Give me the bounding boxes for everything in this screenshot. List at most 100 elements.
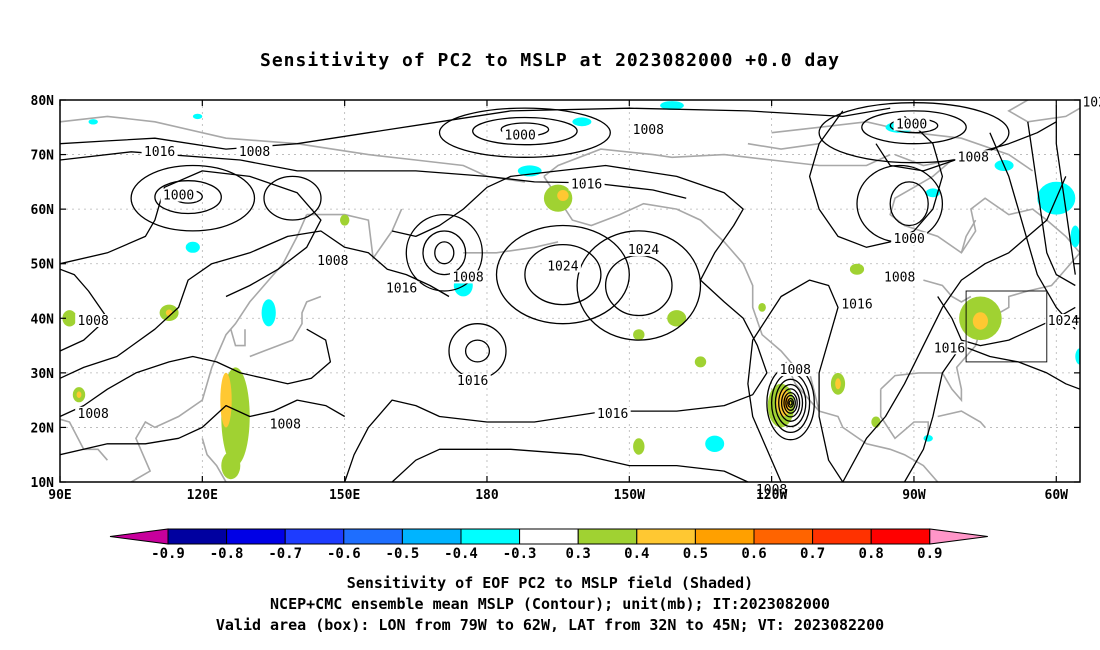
colorbar-label: 0.9	[917, 546, 942, 562]
sensitivity-patch	[660, 101, 684, 110]
isobar	[422, 230, 467, 276]
isobar-label-bg	[893, 117, 930, 131]
isobar-label-bg	[1045, 314, 1082, 327]
colorbar-label: 0.4	[624, 546, 649, 562]
isobar-label-bg	[1080, 95, 1100, 109]
valid-area-box	[965, 290, 1048, 363]
lat-label: 40N	[31, 312, 55, 327]
coastline-segment	[960, 219, 977, 254]
isobar-label: 1000	[505, 129, 536, 144]
colorbar-segment	[753, 528, 814, 545]
isobar-label: 1008	[756, 483, 787, 498]
isobar-label: 1008	[78, 314, 109, 329]
isobar-label: 1016	[841, 298, 872, 313]
colorbar-label: -0.5	[386, 546, 420, 562]
lon-label: 90W	[902, 488, 926, 503]
isobar-label-bg	[450, 270, 486, 284]
plot-frame	[59, 99, 1081, 483]
isobar	[842, 176, 1067, 482]
coastline-segment	[1079, 100, 1080, 102]
caption-line-3: Valid area (box): LON from 79W to 62W, L…	[215, 616, 885, 634]
isobar-label-bg	[955, 150, 992, 164]
isobar-label-bg	[502, 128, 539, 142]
isobar-label: 1008	[958, 150, 989, 165]
sensitivity-patch	[88, 119, 98, 125]
sensitivity-patch	[835, 378, 841, 390]
coastline-segment	[463, 241, 559, 254]
colorbar-label: 0.8	[859, 546, 884, 562]
isobar-label-bg	[236, 144, 273, 158]
sensitivity-patch	[340, 214, 350, 226]
isobar	[780, 388, 801, 418]
lon-label: 150E	[329, 488, 360, 503]
lat-label: 20N	[31, 421, 55, 436]
sensitivity-patch	[37, 437, 45, 450]
colorbar: -0.9 -0.8 -0.7 -0.6 -0.5 -0.4 -0.3 0.3 0.4 0.5 0.6…	[109, 528, 988, 562]
colorbar-segment	[226, 528, 286, 545]
sensitivity-patch	[1075, 348, 1080, 365]
isobar	[60, 151, 687, 199]
lon-label: 60W	[1045, 488, 1069, 503]
isobar-label: 1008	[884, 270, 915, 285]
isobar	[472, 116, 578, 146]
sensitivity-patch	[557, 190, 569, 201]
colorbar-label: -0.3	[503, 546, 537, 562]
isobar	[60, 230, 450, 379]
isobar	[60, 268, 109, 352]
coastline-segment	[543, 175, 939, 482]
lat-label: 10N	[31, 476, 55, 491]
sensitivity-patch	[849, 263, 865, 275]
isobar-label: 1008	[317, 254, 348, 269]
isobar	[774, 378, 807, 428]
lat-label: 80N	[31, 94, 55, 109]
isobar	[1027, 121, 1076, 287]
sensitivity-patch	[192, 113, 203, 120]
colorbar-low-extend	[109, 528, 169, 545]
mslp-contours	[60, 102, 1080, 482]
isobar	[438, 107, 611, 158]
isobar	[808, 110, 944, 248]
isobar-label: 1016	[597, 407, 628, 422]
sensitivity-patch	[165, 309, 173, 317]
sensitivity-patch	[667, 310, 687, 327]
sensitivity-patch	[923, 435, 933, 442]
isobar-label: 1008	[270, 418, 301, 433]
colorbar-segment	[519, 528, 579, 545]
coastline-segment	[60, 418, 109, 461]
isobar	[778, 383, 804, 422]
sensitivity-patch	[220, 372, 232, 428]
isobar	[391, 448, 749, 482]
isobar-label: 1008	[780, 363, 811, 378]
isobar-label-bg	[568, 177, 605, 191]
isobar-label: 1024	[547, 259, 578, 274]
colorbar-segment	[167, 528, 228, 545]
isobar	[787, 397, 795, 408]
isobar-label-bg	[267, 417, 304, 431]
isobar-label: 1008	[239, 145, 270, 160]
isobar-label-bg	[839, 297, 875, 311]
isobar-label-bg	[544, 259, 581, 273]
colorbar-label: -0.4	[444, 546, 478, 562]
lon-label: 120W	[756, 488, 787, 503]
isobar	[576, 230, 702, 341]
colorbar-segment	[343, 528, 403, 545]
colorbar-label: 0.5	[683, 546, 708, 562]
isobar-label: 1000	[896, 118, 927, 133]
colorbar-segment	[812, 528, 872, 545]
coastline-segment	[230, 328, 246, 347]
isobar-label-bg	[777, 363, 814, 377]
colorbar-label: 0.7	[800, 546, 825, 562]
isobar-label: 1008	[452, 270, 483, 285]
coastline-segment	[201, 438, 227, 482]
lon-label: 180	[475, 488, 499, 503]
isobar	[263, 175, 322, 221]
coastline-segment	[60, 115, 526, 183]
isobar	[889, 181, 929, 227]
colorbar-label: 0.3	[566, 546, 591, 562]
isobar-label-bg	[160, 188, 197, 202]
colorbar-segment	[636, 528, 696, 545]
colorbar-label: -0.6	[327, 546, 361, 562]
sensitivity-patch	[76, 391, 82, 399]
isobar-label: 1000	[163, 189, 194, 204]
sensitivity-patch	[261, 299, 276, 327]
